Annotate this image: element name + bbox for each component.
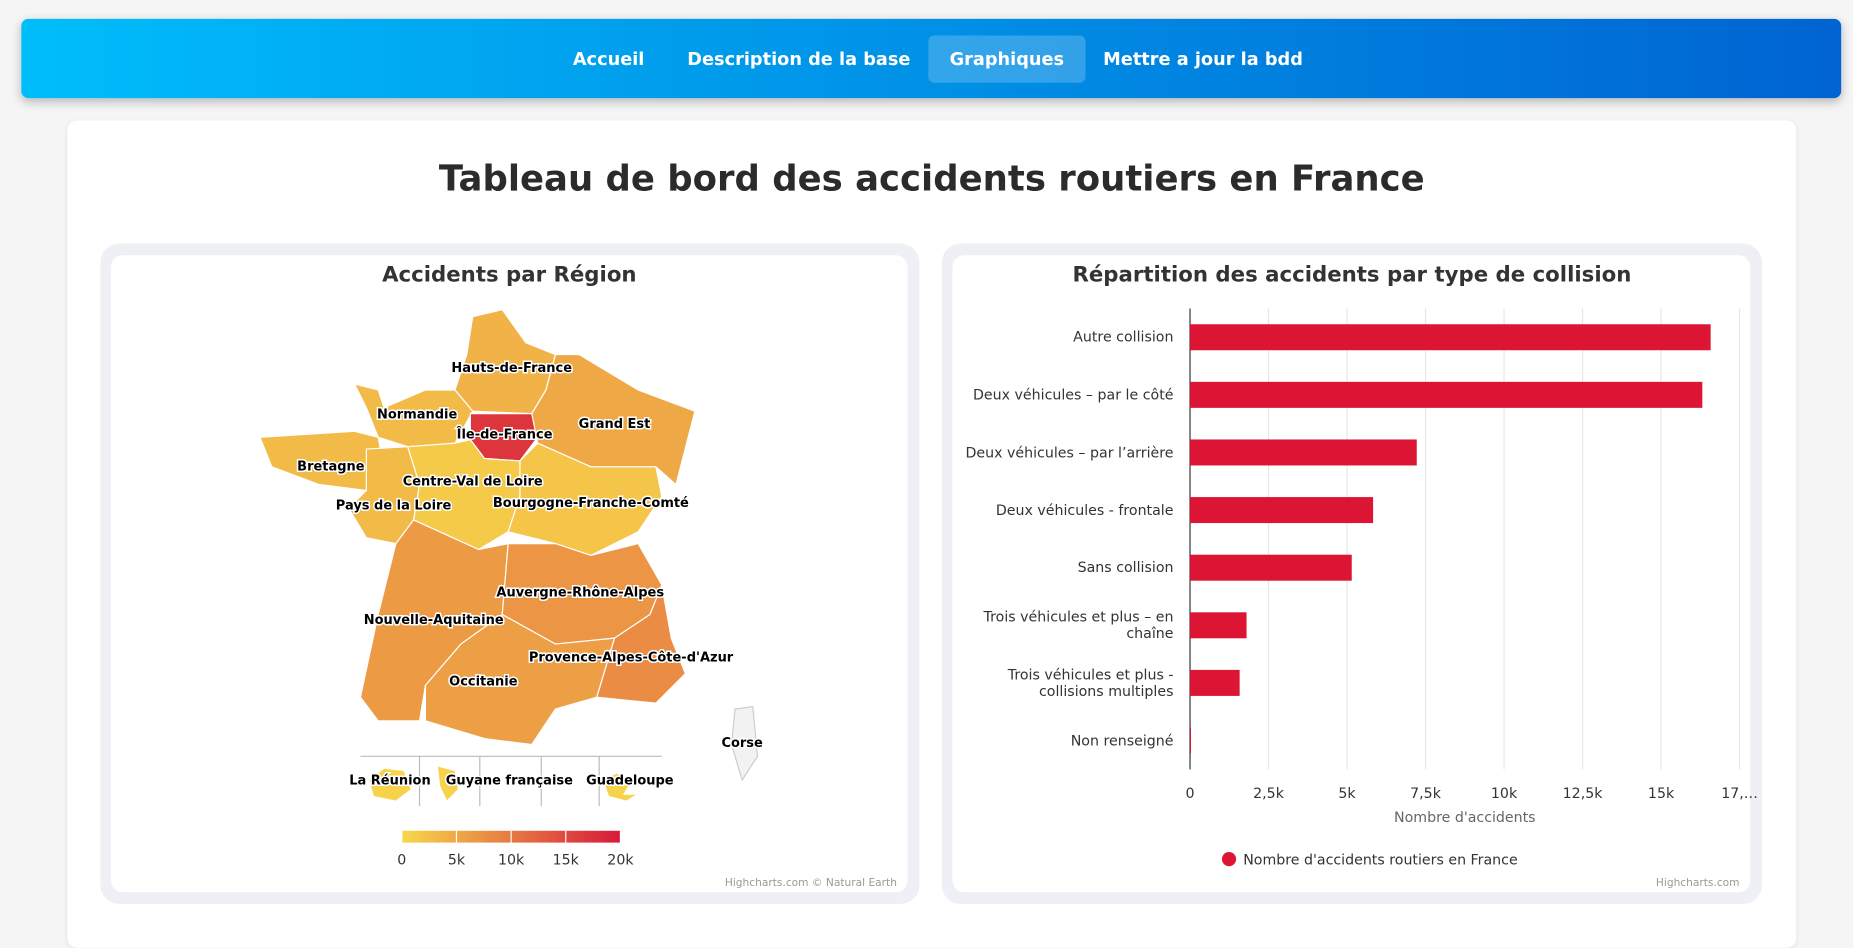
region-label: Guadeloupe <box>586 774 674 789</box>
y-tick-label: Autre collision <box>1073 328 1174 346</box>
region-label: Grand Est <box>579 417 651 432</box>
x-tick-label: 17,… <box>1721 786 1758 802</box>
region-label: Île-de-France <box>457 426 553 442</box>
y-tick-label: Trois véhicules et plus – en chaîne <box>983 608 1174 642</box>
inset-frame <box>360 755 662 806</box>
region-label: Corse <box>721 736 763 751</box>
x-tick-label: 2,5k <box>1253 786 1285 802</box>
region-label: Guyane française <box>446 774 573 789</box>
region-label: Auvergne-Rhône-Alpes <box>496 586 664 601</box>
x-tick-label: 10k <box>1491 786 1518 802</box>
region <box>424 613 616 746</box>
color-tick-label: 10k <box>498 852 525 868</box>
page: Accueil Description de la base Graphique… <box>21 18 1842 905</box>
region-label: Pays de la Loire <box>336 498 452 513</box>
region-label: Nouvelle-Aquitaine <box>364 613 504 628</box>
region <box>368 767 412 802</box>
region <box>601 772 641 802</box>
region <box>596 582 687 704</box>
nav-item[interactable]: Graphiques <box>928 35 1086 83</box>
nav-item[interactable]: Description de la base <box>687 48 911 70</box>
bar <box>1190 324 1711 351</box>
x-tick-label: 0 <box>1186 786 1195 802</box>
charts: Accidents par Région Hauts-de-France Norma… <box>259 262 1758 889</box>
region-label: Normandie <box>377 407 457 422</box>
nav-bar: Accueil Description de la base Graphique… <box>21 18 1842 99</box>
x-tick-label: 15k <box>1648 786 1675 802</box>
region-label: Bretagne <box>297 459 365 474</box>
page-title: Tableau de bord des accidents routiers e… <box>438 158 1425 200</box>
nav-item[interactable]: Mettre a jour la bdd <box>1103 48 1303 70</box>
region-label: Bourgogne-Franche-Comté <box>493 496 689 511</box>
credits: Highcharts.com © Natural Earth <box>725 876 897 889</box>
color-tick-label: 20k <box>607 852 634 868</box>
x-tick-label: 5k <box>1338 786 1356 802</box>
y-tick-label: Trois véhicules et plus - collisions mul… <box>1007 666 1174 700</box>
bar <box>1190 669 1240 696</box>
bar <box>1190 497 1374 524</box>
nav-item[interactable]: Accueil <box>572 48 645 70</box>
y-tick-label: Non renseigné <box>1070 732 1174 749</box>
bar <box>1190 381 1703 408</box>
y-tick-label: Deux véhicules – par le côté <box>972 386 1174 404</box>
y-tick-label: Deux véhicules – par l’arrière <box>965 444 1174 461</box>
y-tick-label: Deux véhicules - frontale <box>995 501 1174 519</box>
region-label: Centre-Val de Loire <box>403 475 543 490</box>
region-label: Provence-Alpes-Côte-d'Azur <box>529 651 734 666</box>
region <box>730 706 759 782</box>
legend-label: Nombre d'accidents routiers en France <box>1243 852 1517 868</box>
stage: Accueil Description de la base Graphique… <box>21 18 1842 905</box>
x-axis-title: Nombre d'accidents <box>1394 810 1536 826</box>
color-tick-label: 0 <box>397 852 406 868</box>
region <box>507 442 663 557</box>
region-label: Occitanie <box>449 674 518 689</box>
x-tick-label: 7,5k <box>1410 786 1442 802</box>
color-tick-label: 5k <box>448 852 466 868</box>
credits: Highcharts.com <box>1656 876 1740 889</box>
y-tick-label: Sans collision <box>1077 559 1174 576</box>
color-tick-label: 15k <box>553 852 580 868</box>
legend-symbol <box>1221 852 1237 867</box>
bar <box>1190 554 1352 581</box>
region <box>353 383 474 448</box>
region-label: Hauts-de-France <box>451 361 572 376</box>
bar <box>1190 612 1247 639</box>
region <box>436 764 460 803</box>
chart-title: Répartition des accidents par type de co… <box>1073 262 1632 287</box>
chart-title: Accidents par Région <box>382 262 637 287</box>
x-tick-label: 12,5k <box>1563 786 1604 802</box>
region-label: La Réunion <box>349 774 430 789</box>
bar <box>1190 727 1191 754</box>
bar <box>1190 439 1417 466</box>
